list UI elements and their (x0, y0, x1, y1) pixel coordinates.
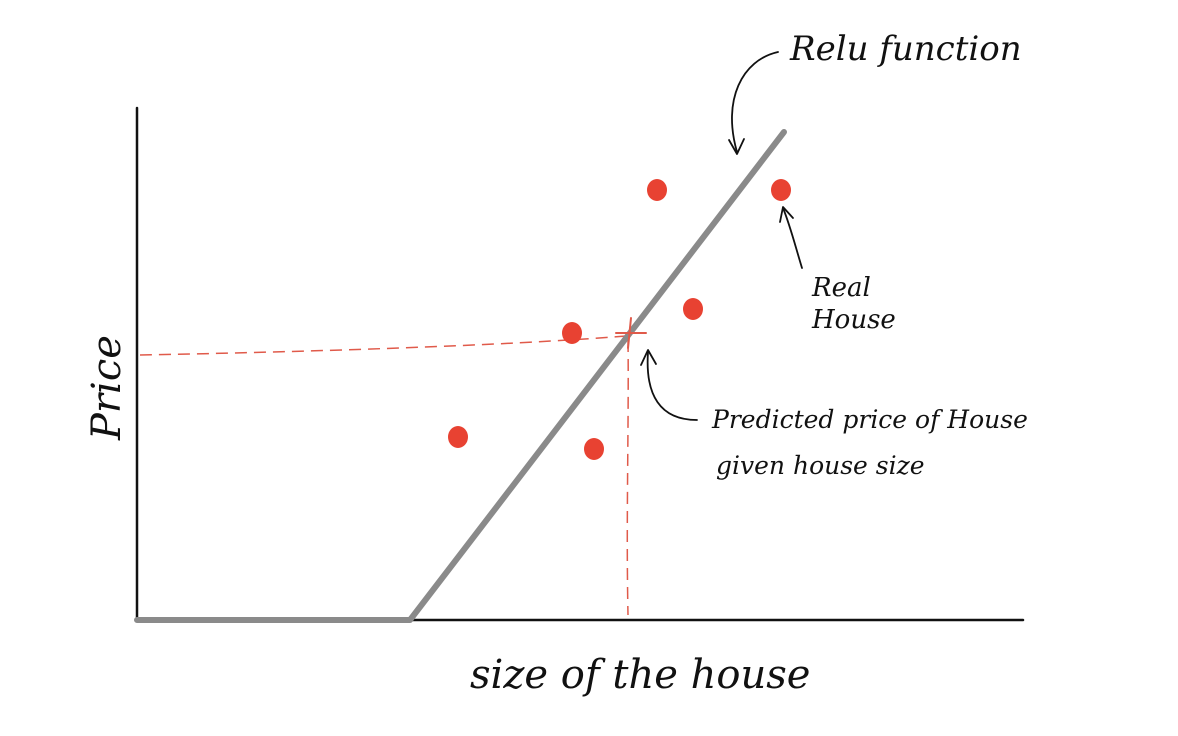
real-house-point (562, 322, 582, 344)
relu-function-label: Relu function (789, 29, 1022, 69)
real-house-point (448, 426, 468, 448)
predicted-price-label-line1: Predicted price of House (711, 405, 1028, 434)
real-house-points (448, 179, 791, 460)
real-house-point (647, 179, 667, 201)
real-house-point (771, 179, 791, 201)
relu-arrow (728, 51, 779, 155)
x-axis-label: size of the house (470, 652, 810, 698)
vertical-guide-line (626, 339, 629, 616)
horizontal-guide-line (139, 335, 627, 356)
real-house-point (683, 298, 703, 320)
relu-line (134, 129, 787, 623)
predicted-price-label-line2: given house size (716, 451, 925, 480)
real-house-label-line1: Real (811, 273, 871, 303)
predicted-point-cross (615, 317, 647, 349)
real-house-arrow (779, 206, 803, 269)
real-house-point (584, 438, 604, 460)
y-axis-label: Price (84, 335, 130, 441)
real-house-label-line2: House (811, 305, 896, 335)
predicted-price-arrow (640, 349, 698, 421)
